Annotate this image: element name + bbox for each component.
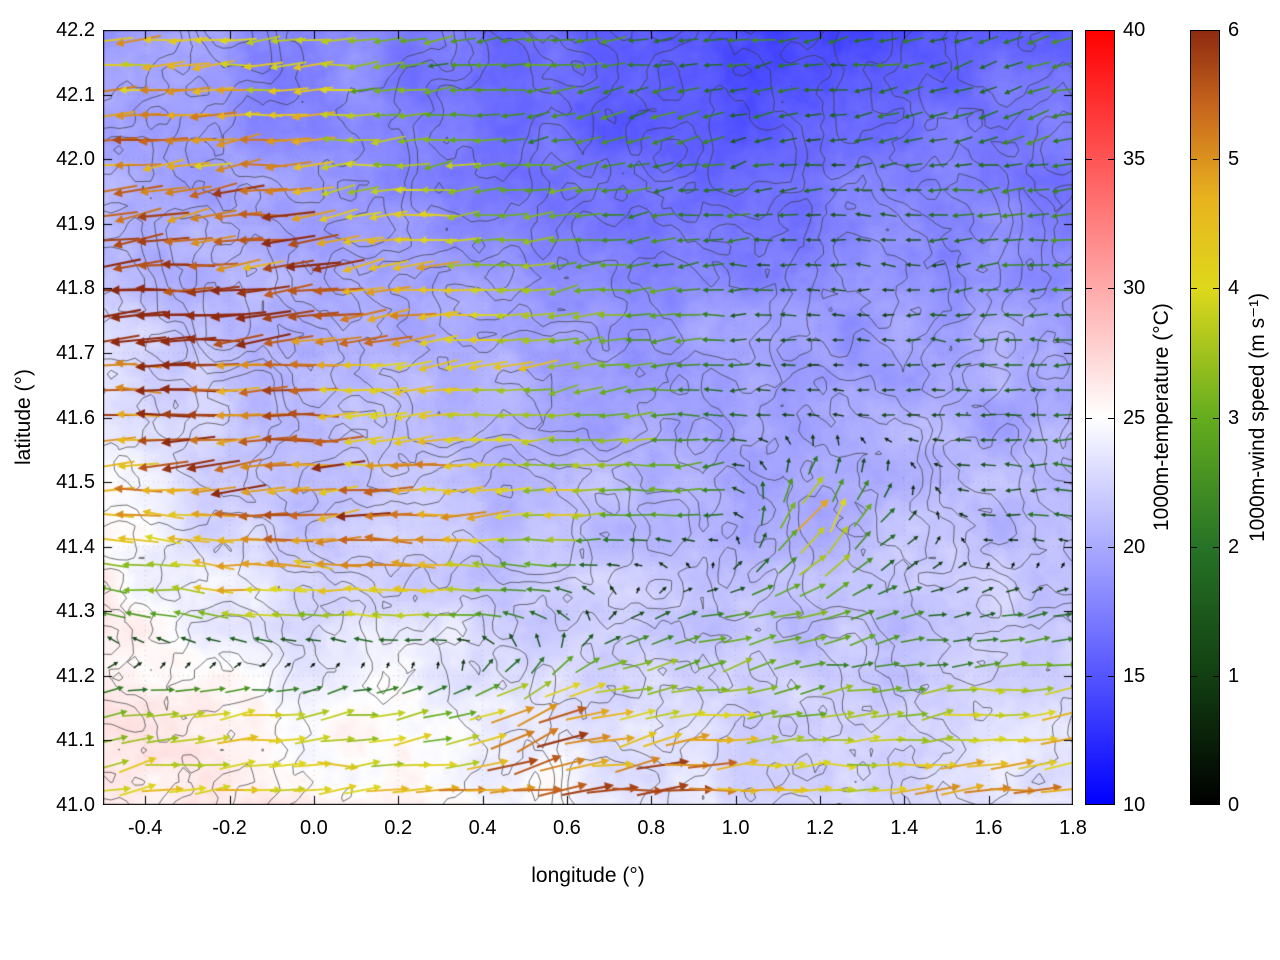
colorbar-tick-mark	[1191, 159, 1197, 161]
x-tick-label: 1.8	[1059, 817, 1087, 839]
x-tick-label: 0.2	[384, 817, 413, 839]
y-tick-label: 42.0	[56, 148, 95, 171]
colorbar-tick-mark	[1213, 804, 1219, 805]
colorbar-tick-mark	[1108, 675, 1114, 677]
wind-colorbar-tick-label: 6	[1228, 19, 1240, 41]
colorbar-tick-mark	[1086, 546, 1092, 548]
y-tick-label: 42.2	[56, 19, 95, 41]
colorbar-tick-mark	[1086, 804, 1092, 805]
wind-colorbar-tick-label: 2	[1228, 535, 1240, 558]
colorbar-tick-mark	[1108, 804, 1114, 805]
y-axis-label: latitude (°)	[12, 369, 35, 466]
y-tick-label: 41.4	[56, 535, 95, 558]
colorbar-tick-mark	[1213, 159, 1219, 161]
colorbar-tick-mark	[1213, 288, 1219, 290]
x-tick-label: 0.8	[637, 817, 666, 839]
y-tick-label: 41.0	[56, 794, 95, 816]
colorbar-tick-mark	[1191, 30, 1197, 31]
temperature-colorbar-tick-label: 10	[1123, 794, 1146, 816]
y-tick-label: 41.2	[56, 664, 95, 687]
colorbar-tick-mark	[1086, 159, 1092, 161]
temperature-colorbar-tick-label: 35	[1123, 148, 1146, 171]
wind-colorbar-tick-label: 0	[1228, 794, 1240, 816]
x-tick-label: 1.4	[890, 817, 919, 839]
colorbar-tick-mark	[1191, 288, 1197, 290]
x-tick-label: 0.6	[553, 817, 581, 839]
colorbar-tick-mark	[1191, 804, 1197, 805]
y-tick-label: 41.7	[56, 341, 95, 364]
colorbar-tick-mark	[1191, 675, 1197, 677]
x-axis-label: longitude (°)	[531, 864, 645, 887]
x-tick-label: 1.6	[974, 817, 1003, 839]
wind-colorbar-label: 1000m-wind speed (m s⁻¹)	[1246, 292, 1269, 543]
y-tick-label: 42.1	[56, 83, 95, 106]
colorbar-tick-mark	[1108, 159, 1114, 161]
wind-colorbar-tick-label: 3	[1228, 406, 1240, 429]
x-tick-label: 0.4	[468, 817, 497, 839]
y-tick-label: 41.8	[56, 277, 95, 300]
y-tick-label: 41.9	[56, 212, 95, 235]
colorbar-tick-mark	[1108, 546, 1114, 548]
colorbar-tick-mark	[1191, 417, 1197, 419]
wind-colorbar-tick-label: 1	[1228, 664, 1240, 687]
temperature-colorbar-tick-label: 20	[1123, 535, 1146, 558]
colorbar-tick-mark	[1213, 30, 1219, 31]
x-tick-label: 1.2	[806, 817, 834, 839]
colorbar-tick-mark	[1086, 30, 1092, 31]
colorbar-tick-mark	[1108, 417, 1114, 419]
colorbar-tick-mark	[1108, 30, 1114, 31]
colorbar-tick-mark	[1213, 417, 1219, 419]
y-tick-label: 41.5	[56, 471, 95, 494]
colorbar-tick-mark	[1213, 675, 1219, 677]
x-tick-label: 0.0	[299, 817, 328, 839]
wind-colorbar-tick-label: 5	[1228, 148, 1240, 171]
temperature-colorbar-tick-label: 30	[1123, 277, 1146, 300]
x-tick-label: -0.2	[212, 817, 247, 839]
colorbar-tick-mark	[1108, 288, 1114, 290]
colorbar-tick-mark	[1191, 546, 1197, 548]
temperature-colorbar-label: 1000m-temperature (°C)	[1150, 303, 1173, 532]
y-tick-label: 41.6	[56, 406, 95, 429]
colorbar-tick-mark	[1086, 417, 1092, 419]
colorbar-tick-mark	[1213, 546, 1219, 548]
wind-colorbar-tick-label: 4	[1228, 277, 1240, 300]
plot-canvas	[103, 30, 1073, 805]
temperature-colorbar-tick-label: 15	[1123, 664, 1146, 687]
y-tick-label: 41.3	[56, 600, 95, 623]
temperature-colorbar-tick-label: 40	[1123, 19, 1146, 41]
temperature-colorbar-tick-label: 25	[1123, 406, 1146, 429]
colorbar-tick-mark	[1086, 675, 1092, 677]
colorbar-tick-mark	[1086, 288, 1092, 290]
x-tick-label: -0.4	[127, 817, 163, 839]
x-tick-label: 1.0	[721, 817, 750, 839]
y-tick-label: 41.1	[56, 729, 95, 752]
